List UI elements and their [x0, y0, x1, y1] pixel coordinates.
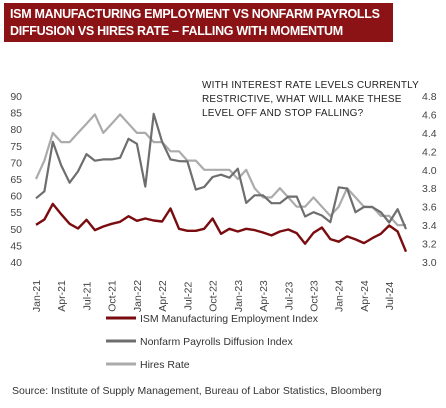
x-tick-label: Apr-22: [157, 280, 169, 312]
legend: ISM Manufacturing Employment Index Nonfar…: [106, 313, 319, 371]
left-y-axis: 40 45 50 55 60 65 70 75 80 85 90: [10, 91, 22, 269]
right-y-tick-label: 3.4: [422, 220, 437, 232]
left-y-tick-label: 45: [10, 240, 22, 252]
x-tick-label: Jul-21: [81, 282, 93, 311]
x-tick-label: Oct-23: [309, 280, 321, 312]
legend-label: Hires Rate: [140, 359, 190, 371]
annotation-line: RESTRICTIVE, WHAT WILL MAKE THESE: [202, 94, 402, 105]
right-y-tick-label: 3.6: [422, 202, 437, 214]
annotation-line: WITH INTEREST RATE LEVELS CURRENTLY: [202, 80, 419, 91]
right-y-tick-label: 4.8: [422, 91, 437, 103]
legend-label: ISM Manufacturing Employment Index: [140, 313, 319, 325]
left-y-tick-label: 75: [10, 141, 22, 153]
annotation-line: LEVEL OFF AND STOP FALLING?: [202, 108, 364, 119]
left-y-tick-label: 85: [10, 108, 22, 120]
right-y-axis: 3.0 3.2 3.4 3.6 3.8 4.0 4.2 4.4 4.6 4.8: [422, 91, 437, 269]
x-tick-label: Oct-21: [107, 280, 119, 312]
source-note: Source: Institute of Supply Management, …: [12, 385, 382, 397]
right-y-tick-label: 4.6: [422, 109, 437, 121]
right-y-tick-label: 4.4: [422, 128, 437, 140]
x-tick-label: Jan-22: [132, 280, 144, 312]
series-line-1: [35, 202, 408, 253]
right-y-tick-label: 4.0: [422, 165, 437, 177]
x-tick-label: Apr-24: [359, 280, 371, 312]
chart-title-line-2: DIFFUSION VS HIRES RATE – FALLING WITH M…: [10, 24, 343, 38]
chart-title-line-1: ISM MANUFACTURING EMPLOYMENT VS NONFARM …: [10, 7, 380, 21]
series-layer: [34, 112, 408, 253]
chart-title-banner: ISM MANUFACTURING EMPLOYMENT VS NONFARM …: [4, 3, 393, 42]
legend-label: Nonfarm Payrolls Diffusion Index: [140, 336, 293, 348]
x-tick-label: Jan-24: [334, 280, 346, 312]
left-y-tick-label: 40: [10, 257, 22, 269]
right-y-tick-label: 3.2: [422, 239, 437, 251]
left-y-tick-label: 65: [10, 174, 22, 186]
series-line-3: [34, 113, 406, 227]
x-axis: Jan-21 Apr-21 Jul-21 Oct-21 Jan-22 Apr-22 Jul-…: [31, 280, 396, 312]
left-y-tick-label: 50: [10, 224, 22, 236]
x-tick-label: Jul-24: [384, 282, 396, 311]
left-y-tick-label: 90: [10, 91, 22, 103]
left-y-tick-label: 60: [10, 191, 22, 203]
x-tick-label: Jan-23: [233, 280, 245, 312]
x-tick-label: Jul-22: [182, 282, 194, 311]
series-line-2: [35, 112, 408, 230]
x-tick-label: Jul-23: [283, 282, 295, 311]
annotation: WITH INTEREST RATE LEVELS CURRENTLY RESTR…: [202, 80, 419, 119]
left-y-tick-label: 55: [10, 207, 22, 219]
right-y-tick-label: 4.2: [422, 146, 437, 158]
left-y-tick-label: 80: [10, 124, 22, 136]
right-y-tick-label: 3.0: [422, 257, 437, 269]
left-y-tick-label: 70: [10, 157, 22, 169]
x-tick-label: Apr-21: [56, 280, 68, 312]
right-y-tick-label: 3.8: [422, 183, 437, 195]
x-tick-label: Jan-21: [31, 280, 43, 312]
x-tick-label: Apr-23: [258, 280, 270, 312]
x-tick-label: Oct-22: [208, 280, 220, 312]
